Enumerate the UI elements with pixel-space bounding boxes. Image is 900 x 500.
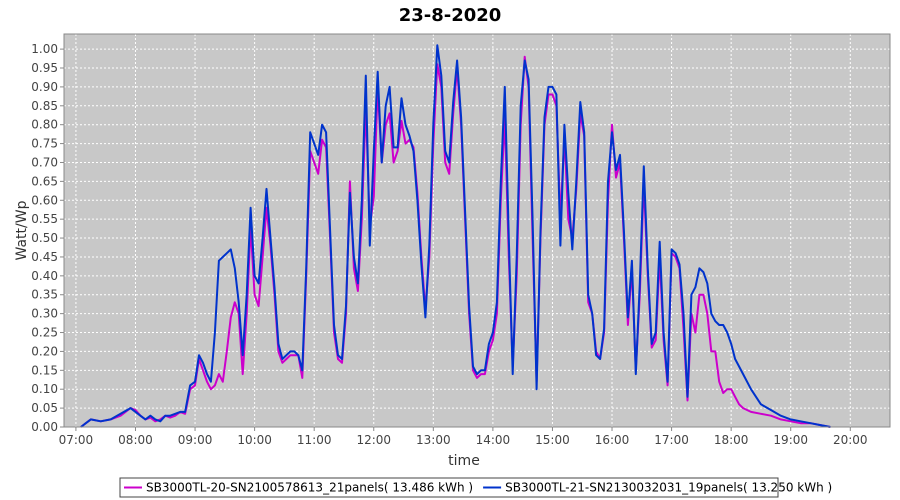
- y-tick-label: 0.75: [31, 137, 58, 151]
- y-axis: 0.00 0.05 0.10 0.15 0.20 0.25 0.30 0.35 0.40 0.45…: [31, 42, 64, 434]
- plot-border: [63, 33, 891, 428]
- x-tick-label: 09:00: [178, 433, 213, 447]
- legend-item-2: SB3000TL-21-SN2130032031_19panels( 13.25…: [505, 481, 832, 495]
- legend-item-1: SB3000TL-20-SN2100578613_21panels( 13.48…: [146, 481, 473, 495]
- x-tick-label: 16:00: [595, 433, 630, 447]
- y-tick-label: 0.65: [31, 174, 58, 188]
- x-tick-label: 07:00: [59, 433, 94, 447]
- chart-title: 23-8-2020: [399, 5, 502, 26]
- x-tick-label: 10:00: [237, 433, 272, 447]
- y-tick-label: 0.00: [31, 420, 58, 434]
- x-tick-label: 18:00: [714, 433, 749, 447]
- x-tick-label: 20:00: [833, 433, 868, 447]
- x-tick-label: 17:00: [654, 433, 689, 447]
- y-tick-label: 0.85: [31, 99, 58, 113]
- y-tick-label: 0.15: [31, 363, 58, 377]
- x-tick-label: 08:00: [118, 433, 153, 447]
- y-tick-label: 0.25: [31, 326, 58, 340]
- y-tick-label: 0.45: [31, 250, 58, 264]
- y-tick-label: 0.35: [31, 288, 58, 302]
- x-tick-label: 14:00: [476, 433, 511, 447]
- y-tick-label: 0.55: [31, 212, 58, 226]
- series-group: [80, 44, 831, 428]
- x-axis: 07:00 08:00 09:00 10:00 11:00 12:00 13:00 14:00…: [59, 427, 868, 447]
- y-tick-label: 0.10: [31, 382, 58, 396]
- y-tick-label: 1.00: [31, 42, 58, 56]
- y-tick-label: 0.40: [31, 269, 58, 283]
- x-tick-label: 11:00: [297, 433, 332, 447]
- y-tick-label: 0.95: [31, 61, 58, 75]
- grid: [64, 34, 890, 428]
- x-tick-label: 15:00: [535, 433, 570, 447]
- x-axis-title: time: [448, 453, 480, 469]
- y-tick-label: 0.90: [31, 80, 58, 94]
- y-tick-label: 0.20: [31, 344, 58, 358]
- x-tick-label: 13:00: [416, 433, 451, 447]
- y-tick-label: 0.80: [31, 118, 58, 132]
- legend-box: [119, 477, 779, 498]
- y-tick-label: 0.30: [31, 307, 58, 321]
- y-tick-label: 0.60: [31, 193, 58, 207]
- y-tick-label: 0.70: [31, 155, 58, 169]
- y-tick-label: 0.50: [31, 231, 58, 245]
- x-tick-label: 19:00: [773, 433, 808, 447]
- series-line-2: [80, 44, 831, 428]
- y-axis-title: Watt/Wp: [14, 200, 30, 260]
- y-tick-label: 0.05: [31, 401, 58, 415]
- plot-area: [64, 34, 890, 427]
- legend: SB3000TL-20-SN2100578613_21panels( 13.48…: [119, 477, 832, 498]
- x-tick-label: 12:00: [356, 433, 391, 447]
